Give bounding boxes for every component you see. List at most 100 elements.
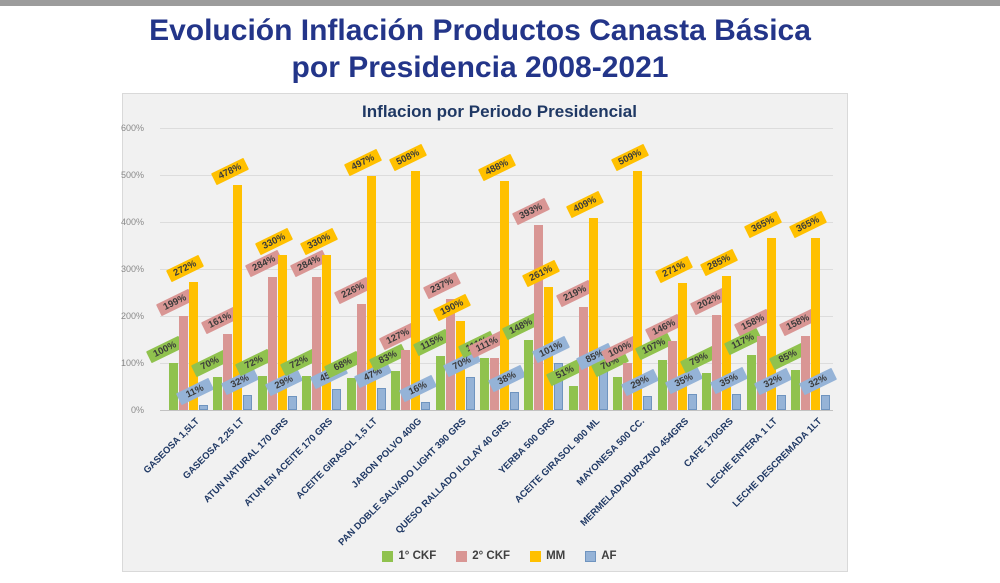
gridline-600 xyxy=(160,128,833,129)
bar-af-aceite-girasol-900-ml xyxy=(598,370,608,410)
bar-1-ckf-leche-descremada-1lt xyxy=(791,370,801,410)
bar-2-ckf-cafe-170grs xyxy=(712,315,722,410)
bar-1-ckf-gaseosa-1-5lt xyxy=(168,363,178,410)
bar-mm-atun-en-aceite-170-grs xyxy=(322,254,332,410)
bar-mm-aceite-girasol-900-ml xyxy=(588,217,598,410)
bar-1-ckf-atun-en-aceite-170-grs xyxy=(302,376,312,410)
bar-af-queso-rallado-ilolay-40-grs xyxy=(510,392,519,410)
bar-af-mayonesa-500-cc xyxy=(643,396,653,410)
bar-1-ckf-yerba-500-grs xyxy=(524,340,534,410)
legend-swatch-af xyxy=(585,550,597,562)
bar-1-ckf-mayonesa-500-cc xyxy=(613,377,623,410)
x-axis-label-aceite-girasol-900-ml: ACEITE GIRASOL 900 ML xyxy=(512,416,603,506)
bar-mm-leche-entera-1-lt xyxy=(766,238,776,410)
bar-1-ckf-atun-natural-170-grs xyxy=(257,376,267,410)
bar-af-pan-doble-salvado-light-390-grs xyxy=(465,377,475,410)
bar-mm-jabon-polvo-400g xyxy=(411,171,421,410)
bar-1-ckf-aceite-girasol-1-5-lt xyxy=(346,378,356,410)
bar-af-yerba-500-grs xyxy=(554,362,564,410)
bar-2-ckf-pan-doble-salvado-light-390-grs xyxy=(445,298,455,410)
bar-2-ckf-jabon-polvo-400g xyxy=(401,350,411,410)
bar-2-ckf-gaseosa-1-5lt xyxy=(178,316,188,410)
page-title: Evolución Inflación Productos Canasta Bá… xyxy=(20,12,940,86)
value-label-mm-mermeladadurazno-454grs: 271% xyxy=(655,255,694,283)
bar-mm-gaseosa-1-5lt xyxy=(188,282,198,410)
bar-1-ckf-cafe-170grs xyxy=(702,372,712,410)
bar-mm-gaseosa-2-25-lt xyxy=(233,185,243,410)
y-axis-tick-label: 400% xyxy=(120,217,144,227)
bar-af-mermeladadurazno-454grs xyxy=(687,393,697,410)
value-label-mm-cafe-170grs: 285% xyxy=(699,248,738,277)
page-title-line1: Evolución Inflación Productos Canasta Bá… xyxy=(149,14,811,47)
gridline-300 xyxy=(160,269,833,270)
value-label-mm-leche-entera-1-lt: 365% xyxy=(744,211,783,239)
bar-2-ckf-leche-descremada-1lt xyxy=(801,335,811,410)
legend-swatch-1-ckf xyxy=(382,550,394,562)
bar-mm-aceite-girasol-1-5-lt xyxy=(366,176,376,410)
y-axis-tick-label: 100% xyxy=(120,358,144,368)
bar-af-gaseosa-1-5lt xyxy=(198,404,208,410)
legend-item-af: AF xyxy=(585,550,617,562)
bar-af-aceite-girasol-1-5-lt xyxy=(376,387,386,410)
bar-2-ckf-aceite-girasol-1-5-lt xyxy=(356,303,366,410)
legend-label-1-ckf: 1° CKF xyxy=(398,550,437,562)
value-label-mm-aceite-girasol-900-ml: 409% xyxy=(566,190,605,218)
bar-af-atun-en-aceite-170-grs xyxy=(332,388,342,410)
value-label-mm-jabon-polvo-400g: 508% xyxy=(388,144,427,172)
bar-1-ckf-mermeladadurazno-454grs xyxy=(657,359,667,410)
bar-2-ckf-atun-en-aceite-170-grs xyxy=(312,276,322,410)
value-label-mm-mayonesa-500-cc: 509% xyxy=(610,143,649,171)
value-label-mm-leche-descremada-1lt: 365% xyxy=(788,211,827,239)
bar-1-ckf-jabon-polvo-400g xyxy=(391,371,401,410)
legend-item-1-ckf: 1° CKF xyxy=(382,550,436,562)
bar-mm-leche-descremada-1lt xyxy=(811,238,821,410)
bar-af-cafe-170grs xyxy=(732,393,742,410)
bar-af-gaseosa-2-25-lt xyxy=(243,394,253,410)
bar-af-atun-natural-170-grs xyxy=(287,396,297,410)
top-window-strip xyxy=(0,0,1000,6)
value-label-mm-gaseosa-1-5lt: 272% xyxy=(166,254,205,283)
bar-mm-mayonesa-500-cc xyxy=(633,170,643,410)
inflation-bar-chart: Inflacion por Periodo Presidencial 0% 100… xyxy=(121,93,848,572)
bar-mm-queso-rallado-ilolay-40-grs xyxy=(500,180,509,410)
bar-1-ckf-gaseosa-2-25-lt xyxy=(213,377,223,410)
y-axis-tick-label: 500% xyxy=(120,170,144,180)
bar-1-ckf-leche-entera-1-lt xyxy=(746,355,756,410)
legend: 1° CKF 2° CKF MM AF xyxy=(166,550,833,562)
bar-2-ckf-leche-entera-1-lt xyxy=(756,335,766,410)
legend-label-2-ckf: 2° CKF xyxy=(472,550,511,562)
bar-2-ckf-gaseosa-2-25-lt xyxy=(223,334,233,410)
bar-mm-mermeladadurazno-454grs xyxy=(677,282,687,410)
y-axis-tick-label: 600% xyxy=(120,123,144,133)
x-axis-label-atun-natural-170-grs: ATUN NATURAL 170 GRS xyxy=(201,416,291,506)
gridline-400 xyxy=(160,222,833,223)
gridline-0 xyxy=(160,410,833,411)
value-label-mm-gaseosa-2-25-lt: 478% xyxy=(210,158,249,186)
value-label-mm-queso-rallado-ilolay-40-grs: 488% xyxy=(477,153,516,181)
legend-item-2-ckf: 2° CKF xyxy=(456,550,510,562)
bar-mm-atun-natural-170-grs xyxy=(277,254,287,410)
bar-af-leche-descremada-1lt xyxy=(821,394,831,410)
page-title-line2: por Presidencia 2008-2021 xyxy=(291,51,669,84)
bar-2-ckf-mermeladadurazno-454grs xyxy=(667,341,677,410)
y-axis-tick-label: 300% xyxy=(120,264,144,274)
bar-2-ckf-atun-natural-170-grs xyxy=(267,276,277,410)
x-axis-label-aceite-girasol-1-5-lt: ACEITE GIRASOL 1,5 LT xyxy=(294,416,380,502)
legend-swatch-mm xyxy=(530,550,542,562)
gridline-200 xyxy=(160,316,833,317)
x-axis-label-atun-en-aceite-170-grs: ATUN EN ACEITE 170 GRS xyxy=(242,416,336,509)
value-label-2-ckf-pan-doble-salvado-light-390-grs: 237% xyxy=(423,271,462,299)
chart-title: Inflacion por Periodo Presidencial xyxy=(362,102,637,121)
bar-1-ckf-pan-doble-salvado-light-390-grs xyxy=(435,355,445,410)
plot-area: 0% 100% 200% 300% 400% 500% 600% 100% 199% 272% 11… xyxy=(121,123,837,415)
bar-af-jabon-polvo-400g xyxy=(421,402,431,410)
bar-2-ckf-yerba-500-grs xyxy=(534,225,544,410)
y-axis-tick-label: 0% xyxy=(130,405,144,415)
bar-1-ckf-aceite-girasol-900-ml xyxy=(568,386,578,410)
y-axis-tick-label: 200% xyxy=(120,311,144,321)
bar-af-leche-entera-1-lt xyxy=(776,394,786,410)
legend-item-mm: MM xyxy=(530,550,565,562)
x-axis-label-leche-descremada-1lt: LECHE DESCREMADA 1LT xyxy=(730,416,825,510)
gridline-500 xyxy=(160,175,833,176)
